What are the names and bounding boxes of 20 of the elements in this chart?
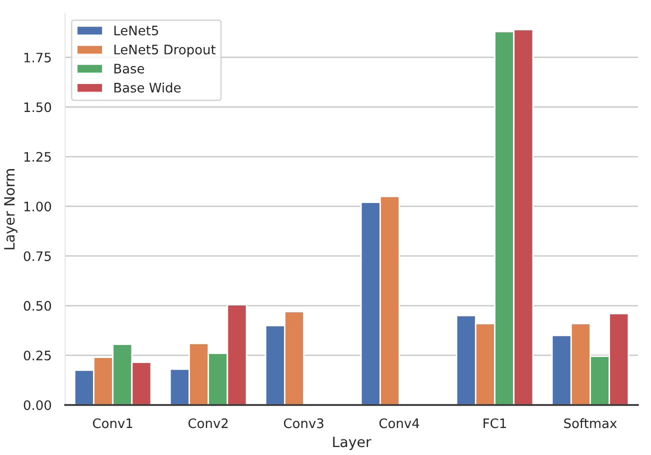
x-tick-label: Conv2 [188,418,228,428]
x-tick-label: Conv4 [379,418,420,428]
legend-label: LeNet5 Dropout [114,44,216,57]
y-tick-label: 0.50 [24,300,52,311]
x-tick-label: FC1 [484,418,506,428]
y-tick-label: 1.25 [24,152,51,162]
y-tick-label: 0.25 [24,350,51,360]
legend-label: Base Wide [114,82,181,93]
y-tick-label: 0.00 [24,400,52,410]
x-tick-label: Conv1 [92,418,132,428]
x-tick-label: Softmax [564,418,617,428]
y-axis-title: Layer Norm [4,169,18,250]
y-tick-label: 0.75 [24,251,51,262]
y-tick-label: 1.00 [24,202,52,212]
x-axis-title: Layer [333,436,372,450]
y-tick-label: 1.75 [24,52,51,62]
legend-label: Base [114,64,144,74]
x-tick-label: Conv3 [284,418,324,428]
y-tick-label: 1.50 [24,102,52,112]
legend-label: LeNet5 [114,26,158,36]
